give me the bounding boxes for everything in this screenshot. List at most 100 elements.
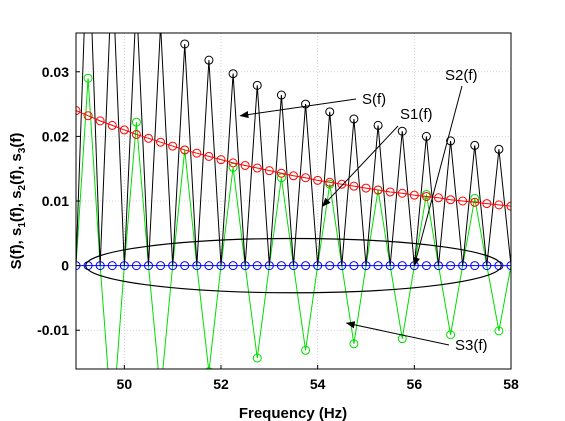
data-point-s1 [228, 158, 238, 168]
data-point-s [157, 21, 165, 29]
data-point-s2 [458, 261, 468, 271]
data-point-s1 [373, 185, 383, 195]
annotation-label: S(f) [362, 91, 386, 108]
data-point-s2 [349, 261, 359, 271]
data-point-s3 [205, 367, 213, 369]
data-point-s3 [519, 198, 527, 206]
x-tick-label: 50 [117, 376, 133, 392]
data-point-s1 [482, 199, 492, 209]
annotation-arrow [321, 125, 399, 207]
data-point-s2 [204, 261, 214, 271]
x-tick-label: 54 [310, 376, 326, 392]
x-axis-title: Frequency (Hz) [239, 405, 347, 421]
data-point-s [325, 107, 335, 117]
data-point-s1 [385, 187, 395, 197]
data-point-s2 [325, 261, 335, 271]
data-point-s1 [289, 171, 298, 181]
data-point-s1 [131, 129, 141, 139]
data-point-s [180, 39, 190, 49]
data-point-s1 [95, 116, 105, 126]
data-point-s1 [144, 133, 153, 143]
data-point-s1 [555, 206, 563, 214]
y-tick-label: -0.01 [37, 322, 69, 338]
data-point-s2 [434, 261, 443, 271]
data-point-s1 [264, 166, 274, 176]
data-point-s3 [446, 330, 456, 340]
data-point-s3 [349, 339, 359, 349]
data-point-s2 [228, 261, 238, 271]
data-point-s1 [156, 137, 166, 147]
data-point-s2 [119, 261, 129, 271]
data-point-s [397, 126, 407, 136]
x-tick-label: 58 [503, 376, 519, 392]
data-point-s3 [252, 353, 262, 363]
data-point-s3 [543, 324, 551, 332]
highlight-ellipse [85, 237, 502, 294]
x-tick-label: 52 [213, 376, 229, 392]
y-tick-label: 0 [61, 258, 69, 274]
data-point-s2 [276, 261, 286, 271]
annotation-label: S3(f) [455, 337, 488, 354]
data-point-s1 [531, 204, 539, 212]
data-point-s2 [264, 261, 274, 271]
annotation-label: S1(f) [400, 106, 433, 123]
y-axis-title: S(f), s1(f), s2(f), s3(f) [8, 133, 28, 270]
data-point-s2 [252, 261, 262, 271]
data-point-s [446, 136, 456, 146]
data-point-s [519, 149, 527, 157]
data-point-s2 [216, 261, 226, 271]
data-point-s2 [144, 261, 153, 271]
axis-ticks: 50 52 54 56 58 -0.01 0 0.01 0.02 0.03 [37, 64, 519, 392]
data-point-s2 [421, 261, 431, 271]
data-point-s2 [192, 261, 202, 271]
data-point-s2 [107, 261, 117, 271]
data-point-s3 [157, 390, 165, 398]
data-point-s1 [325, 177, 335, 187]
annotation-arrow [239, 98, 357, 119]
series-s1 [76, 106, 563, 214]
data-point-s2 [385, 261, 395, 271]
data-point-s1 [434, 193, 443, 203]
data-point-s1 [180, 145, 190, 155]
annotations: S(f) S1(f) S2(f) S3(f) [239, 67, 488, 354]
data-point-s [228, 69, 238, 79]
data-point-s1 [119, 125, 129, 135]
data-point-s2 [301, 261, 311, 271]
y-tick-label: 0.01 [42, 193, 69, 209]
data-point-s1 [543, 205, 551, 213]
data-point-s [252, 80, 262, 90]
data-point-s1 [506, 201, 511, 211]
data-point-s [276, 90, 286, 100]
data-point-s2 [506, 261, 511, 271]
data-point-s2 [168, 261, 178, 271]
data-point-s1 [409, 190, 419, 200]
data-point-s1 [519, 203, 527, 211]
data-point-s [543, 153, 551, 161]
data-point-s1 [83, 111, 93, 121]
data-point-s1 [494, 200, 504, 210]
data-point-s3 [228, 162, 238, 172]
annotation-label: S2(f) [445, 67, 478, 84]
data-point-s1 [107, 120, 117, 130]
data-point-s1 [76, 106, 81, 116]
data-point-s1 [337, 179, 347, 189]
data-point-s2 [289, 261, 298, 271]
data-point-s2 [397, 261, 407, 271]
data-point-s2 [373, 261, 383, 271]
data-point-s1 [446, 195, 456, 205]
data-point-s [132, 0, 140, 3]
data-point-s1 [252, 163, 262, 173]
data-point-s [494, 144, 504, 154]
data-point-s2 [156, 261, 166, 271]
data-point-s2 [361, 261, 371, 271]
data-point-s3 [83, 73, 93, 83]
data-point-s1 [470, 197, 480, 207]
data-point-s1 [421, 191, 431, 201]
data-point-s1 [276, 168, 286, 178]
data-point-s2 [470, 261, 480, 271]
data-point-s1 [313, 175, 323, 185]
data-point-s2 [446, 261, 456, 271]
data-point-s2 [337, 261, 347, 271]
data-point-s2 [180, 261, 190, 271]
